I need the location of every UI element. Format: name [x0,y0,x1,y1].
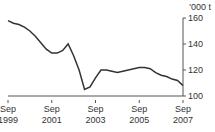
svg-text:Sep2001: Sep2001 [42,104,62,125]
svg-text:160: 160 [188,13,203,23]
svg-text:Sep2005: Sep2005 [129,104,149,125]
svg-text:140: 140 [188,39,203,49]
svg-text:Sep2007: Sep2007 [173,104,193,125]
svg-text:100: 100 [188,91,203,101]
svg-text:Sep2003: Sep2003 [85,104,105,125]
html-text:'000 t: '000 t [189,2,211,12]
svg-text:Sep1999: Sep1999 [0,104,18,125]
svg-text:120: 120 [188,65,203,75]
